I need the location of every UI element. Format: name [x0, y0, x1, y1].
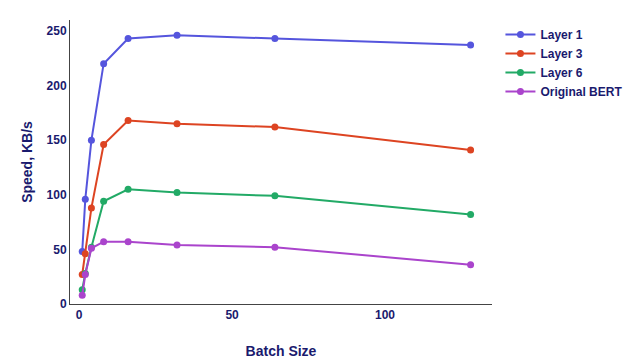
svg-text:Speed, KB/s: Speed, KB/s	[19, 121, 35, 203]
svg-text:200: 200	[47, 79, 67, 93]
svg-text:50: 50	[53, 243, 67, 257]
svg-text:250: 250	[47, 24, 67, 38]
svg-text:100: 100	[47, 188, 67, 202]
svg-text:150: 150	[47, 133, 67, 147]
svg-text:50: 50	[225, 308, 239, 322]
svg-text:Original BERT: Original BERT	[540, 85, 622, 99]
svg-text:Layer 3: Layer 3	[540, 47, 582, 61]
svg-text:Layer 6: Layer 6	[540, 66, 582, 80]
svg-text:Batch Size: Batch Size	[246, 343, 317, 359]
svg-text:Layer 1: Layer 1	[540, 28, 582, 42]
svg-text:0: 0	[60, 297, 67, 311]
svg-text:100: 100	[375, 308, 395, 322]
svg-text:0: 0	[76, 308, 83, 322]
